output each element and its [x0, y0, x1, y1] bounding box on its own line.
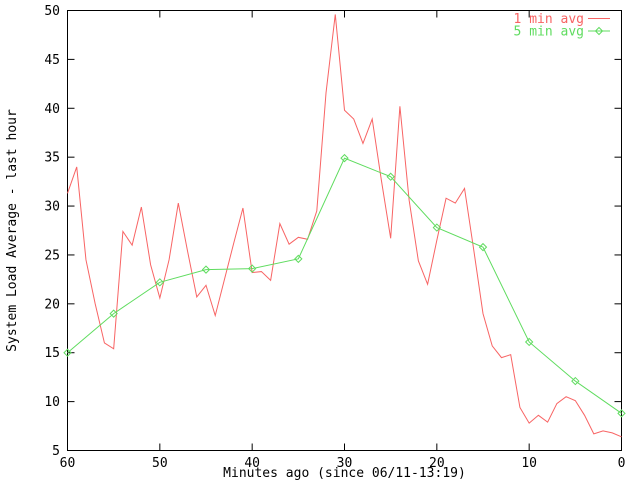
legend-label: 1 min avg: [514, 12, 584, 27]
y-tick-label: 15: [44, 346, 60, 361]
diamond-marker: [63, 348, 72, 357]
y-tick-label: 30: [44, 200, 60, 215]
x-tick-label: 50: [152, 456, 168, 471]
x-tick-label: 30: [337, 456, 353, 471]
y-tick-label: 35: [44, 151, 60, 166]
x-tick-label: 60: [60, 456, 76, 471]
diamond-marker: [109, 309, 118, 318]
legend-label: 5 min avg: [514, 25, 584, 40]
diamond-marker: [617, 409, 626, 418]
diamond-marker: [594, 26, 604, 36]
x-tick-label: 10: [521, 456, 537, 471]
series-line-5-min-avg: [67, 157, 622, 414]
y-axis-label: System Load Average - last hour: [5, 109, 20, 352]
plot-border: [67, 10, 622, 451]
y-tick-label: 25: [44, 248, 60, 263]
diamond-marker: [386, 172, 395, 181]
diamond-marker: [201, 265, 211, 274]
diamond-marker: [571, 376, 580, 386]
chart-generated-content: 60 50 40 30 20 10 0 5 10 15 20 25 30 35 40 45 50 1 min av…: [44, 4, 626, 471]
diamond-marker: [294, 254, 303, 264]
diamond-marker: [432, 223, 442, 232]
x-tick-label: 40: [244, 456, 260, 471]
y-tick-label: 50: [44, 4, 60, 19]
y-tick-label: 20: [44, 297, 60, 312]
diamond-marker: [247, 264, 257, 273]
y-tick-label: 10: [44, 395, 60, 410]
diamond-marker: [155, 278, 165, 287]
y-tick-label: 40: [44, 102, 60, 117]
x-tick-label: 0: [618, 456, 626, 471]
x-tick-label: 20: [429, 456, 445, 471]
diamond-marker: [340, 153, 349, 163]
series-line-1-min-avg: [67, 14, 622, 438]
x-axis-label: Minutes ago (since 06/11-13:19): [223, 466, 466, 480]
y-tick-label: 45: [44, 53, 60, 68]
y-tick-label: 5: [52, 444, 60, 459]
diamond-marker: [478, 242, 488, 252]
diamond-marker: [524, 337, 534, 347]
